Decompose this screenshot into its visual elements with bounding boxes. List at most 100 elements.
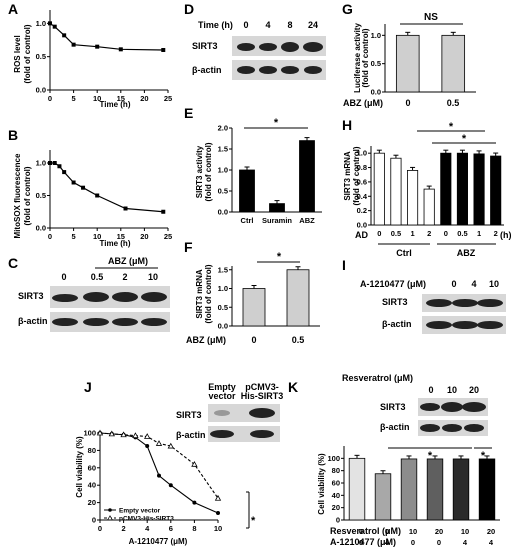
data-point [167, 442, 174, 449]
blot-conc-k-2: 20 [469, 385, 479, 395]
blot-head-k: Resveratrol (μM) [342, 373, 413, 383]
sig-star-f: * [277, 251, 282, 263]
y-tick-label: 100 [327, 454, 340, 463]
plot-h: 0.0 0.2 0.4 0.6 0.8 1.0 0 0.5 1 2 0 0.5 1 2 [357, 146, 504, 238]
category-label: 0 [251, 335, 256, 345]
legend-label: Empty vector [119, 508, 161, 515]
band [112, 292, 138, 302]
data-point [168, 483, 173, 488]
panel-label-d: D [184, 1, 194, 17]
data-point [71, 42, 76, 47]
k-row1-value: 10 [409, 527, 417, 536]
band [237, 66, 255, 74]
data-point [81, 185, 86, 190]
band [420, 424, 440, 432]
bar [440, 152, 452, 226]
ylabel-h-2: (fold of control) [352, 146, 361, 205]
data-point [96, 429, 104, 436]
category-label: 0.5 [457, 229, 467, 238]
ylabel-j: Cell viability (%) [75, 436, 84, 498]
k-row1-value: 0 [385, 527, 389, 536]
band [52, 318, 78, 326]
k-row1-value: 20 [435, 527, 443, 536]
band [259, 43, 277, 51]
row1-label-k: Resveratrol (μM) [330, 526, 401, 536]
sig-star-e: * [274, 117, 279, 129]
panel-label-c: C [8, 255, 18, 271]
ylabel-a-1: ROS level [13, 35, 22, 72]
bar [490, 155, 502, 226]
panel-label-j: J [84, 379, 92, 395]
y-tick-label: 1.0 [218, 284, 228, 293]
category-label: 0.5 [447, 98, 460, 108]
category-label: 1 [410, 229, 414, 238]
category-label: ABZ [299, 216, 315, 225]
plot-b: 0.0 0.5 1.0 0 5 10 15 20 25 [36, 150, 172, 241]
bar [395, 34, 420, 93]
data-point [52, 161, 57, 165]
data-point [71, 180, 76, 185]
data-point [157, 473, 161, 478]
y-tick-label: 0.2 [357, 206, 367, 215]
panel-d: D Time (h) 0 4 8 24 SIRT3 β-actin [184, 1, 326, 80]
row-i-sirt3: SIRT3 [382, 297, 408, 307]
y-tick-label: 0.5 [36, 191, 46, 200]
bar [473, 153, 485, 226]
x-tick-label: 10 [93, 94, 101, 103]
data-point [95, 44, 100, 49]
panel-label-h: H [342, 117, 352, 133]
band [281, 42, 299, 52]
bar [348, 457, 366, 521]
ns-label-g: NS [424, 12, 438, 23]
blot-d-sirt3 [232, 36, 326, 56]
blot-head-j-1: Empty [208, 382, 236, 392]
category-label: Ctrl [241, 216, 254, 225]
blot-head-j-3: pCMV3- [245, 382, 279, 392]
ylabel-h-1: SIRT3 mRNA [343, 151, 352, 201]
y-tick-label: 20 [332, 503, 340, 512]
x-tick-label: 15 [117, 232, 125, 241]
band [462, 402, 486, 412]
panel-e: E 0.0 0.5 1.0 1.5 2.0 Ctrl Suramin ABZ SIRT3 ac… [184, 105, 322, 225]
blot-c-sirt3 [50, 286, 170, 308]
band [249, 408, 275, 418]
k-row2-value: 4 [489, 538, 494, 547]
legend-marker [108, 508, 112, 512]
category-label: 2 [427, 229, 431, 238]
band [477, 321, 503, 329]
y-tick-label: 0.5 [218, 187, 228, 196]
data-point [216, 511, 220, 516]
band [141, 292, 167, 302]
category-label: 0.5 [391, 229, 401, 238]
y-tick-label: 20 [88, 498, 96, 507]
data-point [155, 440, 163, 446]
bar [286, 269, 310, 327]
x-tick-label: 10 [93, 232, 101, 241]
data-point [161, 48, 166, 52]
ad-label-h: AD [355, 230, 368, 240]
x-tick-label: 5 [72, 94, 76, 103]
blot-head-j-4: His-SIRT3 [241, 391, 284, 401]
x-tick-label: 25 [164, 232, 172, 241]
band [452, 299, 478, 307]
blot-head-j-2: vector [208, 391, 236, 401]
panel-i: I A-1210477 (μM) 0 4 10 SIRT3 β-actin [342, 257, 506, 334]
x-tick-label: 4 [145, 524, 150, 533]
data-point [192, 500, 197, 505]
k-row1-value: 20 [487, 527, 495, 536]
band [420, 403, 440, 411]
panel-k: K Resveratrol (μM) 0 10 20 SIRT3 β-actin… [288, 373, 500, 547]
ylabel-b-2: (fold of control) [23, 166, 32, 225]
y-tick-label: 1.0 [218, 166, 228, 175]
ylabel-k: Cell viability (%) [317, 453, 326, 515]
band [464, 424, 484, 432]
time-d-0: 0 [243, 20, 248, 30]
panel-c: C ABZ (μM) 0 0.5 2 10 SIRT3 β-actin [8, 255, 170, 332]
k-condition-rows: 0 0 0 4 10 0 20 0 10 4 20 4 [359, 527, 495, 547]
legend-marker [107, 515, 113, 521]
ylabel-e-1: SIRT3 activity [195, 145, 204, 198]
time-d-3: 24 [308, 20, 318, 30]
xlabel-b: Time (h) [100, 239, 131, 248]
plot-j: 0 20 40 60 80 100 0 2 4 6 8 10 Empty vectorpCMV3-His… [83, 429, 222, 534]
